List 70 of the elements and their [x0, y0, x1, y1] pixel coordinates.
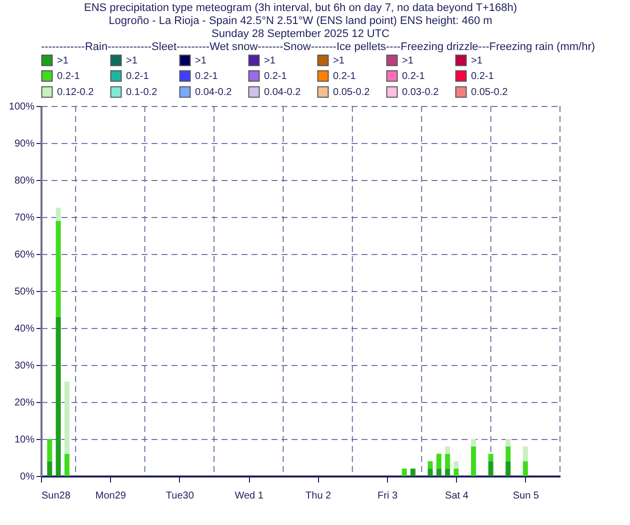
x-tick-label: Fri 3 — [378, 490, 398, 502]
bar — [47, 439, 52, 462]
bar — [522, 461, 528, 476]
y-tick-label: 60% — [14, 250, 35, 260]
legend-label: 0.2-1 — [471, 71, 494, 82]
legend-label: 0.2-1 — [264, 71, 288, 82]
legend-label: 0.03-0.2 — [402, 87, 440, 98]
y-tick-label: 30% — [14, 360, 35, 372]
bar — [402, 468, 407, 476]
x-tick-label: Sun28 — [42, 490, 71, 502]
bar — [506, 439, 511, 446]
y-tick-label: 10% — [14, 434, 35, 446]
chart-title: ENS precipitation type meteogram (3h interval, but 6h on day 7, no data beyond T+168h) — [84, 2, 518, 14]
x-tick-label: Sat 4 — [445, 490, 469, 502]
y-tick-label: 20% — [14, 398, 35, 408]
legend-label: 0.2-1 — [195, 71, 218, 82]
bar — [471, 439, 476, 446]
bar — [445, 454, 450, 469]
y-tick-label: 0% — [20, 472, 35, 482]
legend-label: 0.2-1 — [57, 71, 80, 82]
bar — [454, 461, 459, 469]
bar — [488, 454, 494, 462]
legend-label: 0.2-1 — [126, 71, 150, 82]
legend-label: >1 — [402, 55, 414, 66]
legend-label: 0.12-0.2 — [57, 87, 94, 98]
bar — [64, 454, 70, 476]
x-tick-label: Wed 1 — [234, 490, 264, 502]
legend-title: ------------Rain------------Sleet---------Wet snow-------Snow-------Ice pellets----Freezing drizzle---Freezing rain (mm/hr) — [41, 41, 596, 53]
bar — [471, 446, 476, 476]
bar — [428, 468, 433, 476]
bar — [445, 446, 450, 454]
bar — [454, 468, 459, 476]
bar — [445, 468, 450, 476]
bar — [47, 461, 52, 476]
y-tick-label: 70% — [14, 212, 35, 224]
legend-label: >1 — [264, 55, 276, 66]
bar — [56, 316, 61, 476]
x-tick-label: Tue30 — [166, 490, 194, 502]
bar — [428, 461, 433, 469]
bar — [436, 454, 442, 469]
y-tick-label: 90% — [14, 138, 35, 150]
chart-subtitle: Logroño - La Rioja - Spain 42.5°N 2.51°W (ENS land point) ENS height: 460 m Sunday 28 September 2025 12 UTC — [108, 15, 492, 40]
bar — [488, 461, 494, 476]
bar — [436, 468, 442, 476]
bar — [64, 382, 70, 454]
y-tick-label: 80% — [14, 176, 35, 186]
x-tick-label: Mon29 — [95, 490, 126, 502]
legend-label: 0.05-0.2 — [471, 87, 508, 98]
y-tick-label: 50% — [14, 286, 35, 298]
legend-label: 0.04-0.2 — [264, 87, 302, 98]
legend-label: 0.04-0.2 — [195, 87, 232, 98]
x-tick-label: Thu 2 — [306, 490, 332, 502]
legend-label: >1 — [126, 55, 138, 66]
legend-label: >1 — [195, 55, 207, 66]
legend-label: >1 — [57, 55, 69, 66]
legend-label: 0.05-0.2 — [333, 87, 370, 98]
legend-label: >1 — [333, 55, 345, 66]
y-tick-label: 100% — [8, 102, 35, 112]
legend-label: >1 — [471, 55, 483, 66]
legend-label: 0.2-1 — [402, 71, 426, 82]
bar — [522, 446, 528, 462]
y-tick-label: 40% — [14, 324, 35, 334]
bar — [56, 220, 61, 317]
x-tick-label: Sun 5 — [512, 490, 540, 502]
bar — [506, 461, 511, 476]
legend-label: 0.1-0.2 — [126, 87, 158, 98]
legend-label: 0.2-1 — [333, 71, 356, 82]
bar — [506, 446, 511, 462]
bar — [410, 468, 416, 476]
bar — [56, 208, 61, 221]
